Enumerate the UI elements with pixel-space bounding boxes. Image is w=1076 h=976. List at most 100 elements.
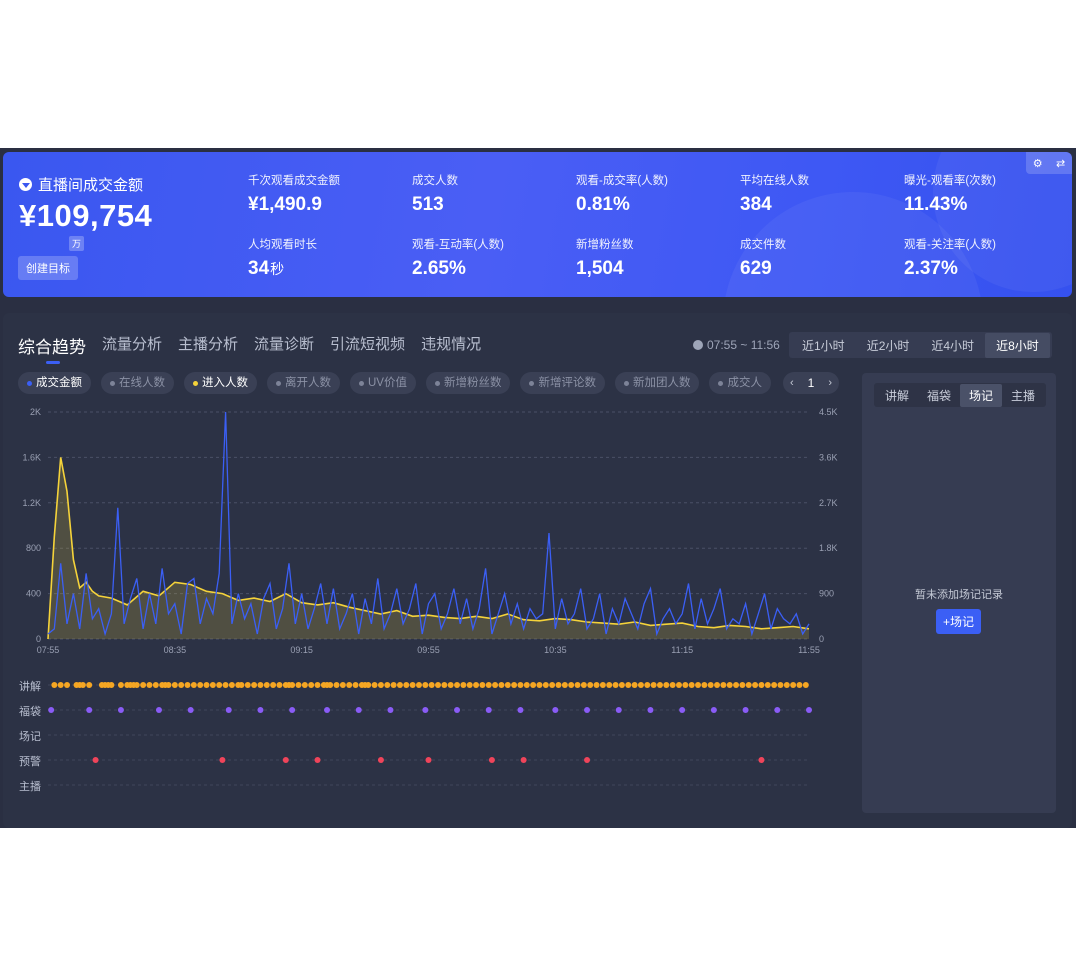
event-marker [517,707,524,713]
metric-card: 观看-成交率(人数) 0.81% [576,172,668,216]
y-right-tick: 2.7K [819,498,838,508]
event-marker [346,682,353,688]
event-marker [777,682,784,688]
chip-dot [193,380,198,386]
event-marker [327,682,334,688]
metric-chip[interactable]: 成交人 [709,372,771,394]
event-marker [612,682,619,688]
tab-5[interactable]: 引流短视频 [330,336,406,353]
event-marker [796,682,803,688]
side-tab[interactable]: 场记 [960,383,1003,407]
event-marker [663,682,670,688]
metric-label: 观看-成交率(人数) [576,175,668,187]
event-marker [758,757,765,763]
gear-icon[interactable]: ⚙ [1032,157,1043,170]
event-marker [314,757,321,763]
tab-2[interactable]: 流量分析 [102,336,163,353]
metric-chip[interactable]: 新增评论数 [520,372,605,394]
gmv-value: ¥109,754 [19,198,153,233]
series-line-进入人数 [47,457,810,640]
event-marker [637,682,644,688]
side-panel: 讲解 福袋 场记 主播 暂未添加场记记录 +场记 [862,373,1056,813]
event-marker [615,707,622,713]
event-marker [479,682,486,688]
side-tab[interactable]: 福袋 [927,388,952,403]
period-option[interactable]: 近1小时 [802,338,845,353]
event-marker [390,682,397,688]
event-marker [511,682,518,688]
event-marker [656,682,663,688]
chip-dot [27,380,32,386]
chip-label: 新增粉丝数 [443,377,502,389]
metric-card: 人均观看时长 34秒 [248,236,317,280]
event-marker [568,682,575,688]
chip-dot [529,380,535,386]
side-tab[interactable]: 主播 [1011,388,1036,403]
event-marker [733,682,740,688]
event-marker [251,682,258,688]
chip-label: 新增评论数 [538,377,596,389]
side-tab[interactable]: 讲解 [885,388,910,403]
event-marker [752,682,759,688]
event-marker [140,682,147,688]
metric-chip[interactable]: 新增粉丝数 [425,372,511,394]
tab-6[interactable]: 违规情况 [421,336,482,353]
metric-chip[interactable]: UV价值 [350,372,416,394]
create-target-button[interactable]: 创建目标 [18,256,78,280]
tab-1[interactable]: 综合趋势 [18,333,86,364]
chip-dot [434,380,440,386]
event-marker [606,682,613,688]
tab-4[interactable]: 流量诊断 [254,336,315,353]
event-marker [520,757,527,763]
event-marker [517,682,524,688]
add-record-button[interactable]: +场记 [936,609,982,634]
event-marker [485,682,492,688]
metric-value: 11.43% [904,194,968,215]
event-marker [669,682,676,688]
side-tabs: 讲解 福袋 场记 主播 [874,383,1047,407]
event-marker [225,707,232,713]
event-marker [485,707,492,713]
metric-chip[interactable]: 离开人数 [267,372,340,394]
event-row-label: 福袋 [19,706,41,718]
gmv-unit-badge: 万 [69,236,85,251]
event-marker [152,682,159,688]
swap-icon[interactable]: ⇄ [1056,157,1066,170]
metric-card: 成交件数 629 [740,236,786,280]
empty-message: 暂未添加场记记录 [915,589,1003,601]
event-marker [758,682,765,688]
period-option[interactable]: 近2小时 [866,338,910,353]
event-marker [447,682,454,688]
event-marker [584,757,591,763]
event-marker [409,682,416,688]
event-marker [289,682,296,688]
metric-chip[interactable]: 进入人数 [184,372,257,394]
event-marker [710,707,717,713]
event-marker [384,682,391,688]
event-row-label: 预警 [19,756,41,768]
time-range-label: 07:55 ~ 11:56 [707,338,780,352]
metric-chip[interactable]: 成交金额 [18,372,91,394]
tab-3[interactable]: 主播分析 [178,336,239,353]
dropdown-icon[interactable] [19,178,32,191]
metric-chip[interactable]: 新加团人数 [614,372,700,394]
event-marker [257,707,264,713]
y-right-tick: 0 [819,634,824,644]
event-marker [435,682,442,688]
event-marker [783,682,790,688]
event-marker [466,682,473,688]
chip-pager: ‹ 1 › [783,372,839,394]
period-option[interactable]: 近8小时 [985,332,1050,358]
event-marker [549,682,556,688]
metric-chip[interactable]: 在线人数 [101,372,174,394]
event-marker [333,682,340,688]
metric-card: 曝光-观看率(次数) 11.43% [904,172,996,216]
chevron-left-icon[interactable]: ‹ [789,377,794,389]
time-range: 07:55 ~ 11:56 [693,338,780,352]
chip-dot [718,380,724,386]
event-marker [574,682,581,688]
chip-dot [276,380,281,386]
y-left-tick: 400 [26,589,41,599]
chevron-right-icon[interactable]: › [828,377,832,389]
period-option[interactable]: 近4小时 [931,338,975,353]
